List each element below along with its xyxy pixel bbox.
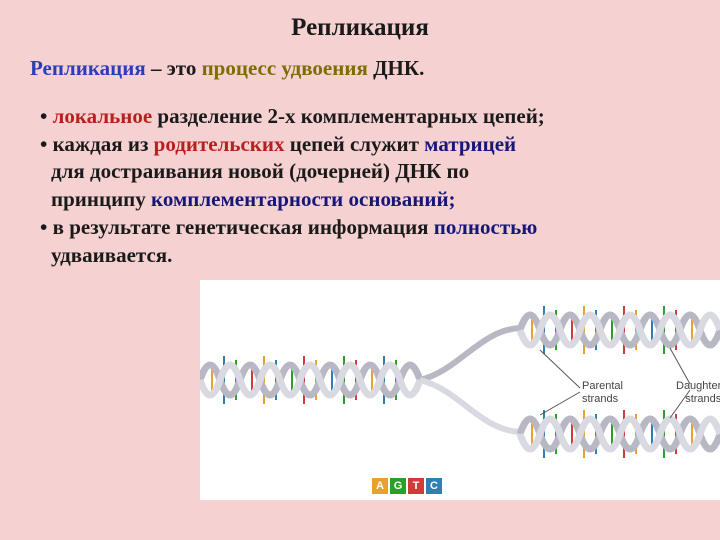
label-parental: Parental strands <box>582 380 623 405</box>
b2-c: цепей служит <box>285 132 425 156</box>
b3-b: полностью <box>434 215 538 239</box>
b1-b: разделение 2-х комплементарных цепей; <box>157 104 544 128</box>
label-parental-2: strands <box>582 393 618 405</box>
b2-l3b: комплементарности оснований; <box>151 187 456 211</box>
b1-a: локальное <box>53 104 158 128</box>
b2-l3a: принципу <box>51 187 151 211</box>
bullet-3-line2: удваивается. <box>30 242 690 270</box>
slide: Репликация Репликация – это процесс удво… <box>0 0 720 540</box>
label-daughter-2: strands <box>685 393 720 405</box>
legend-c: C <box>426 478 442 494</box>
label-parental-1: Parental <box>582 380 623 392</box>
b2-a: каждая из <box>53 132 154 156</box>
bullet-1: • локальное разделение 2-х комплементарн… <box>30 103 690 131</box>
legend-g: G <box>390 478 406 494</box>
bullet-2: • каждая из родительских цепей служит ма… <box>30 131 690 159</box>
bullet-3: • в результате генетическая информация п… <box>30 214 690 242</box>
definition-hl: процесс удвоения <box>196 56 373 80</box>
definition-rest-b: ДНК. <box>373 56 424 80</box>
definition-term: Репликация <box>30 56 146 80</box>
b2-b: родительских <box>154 132 285 156</box>
dna-helix-svg <box>200 280 720 500</box>
definition-line: Репликация – это процесс удвоения ДНК. <box>30 56 690 81</box>
label-daughter-1: Daughter <box>676 380 720 392</box>
page-title: Репликация <box>30 14 690 42</box>
definition-dash: – <box>146 56 167 80</box>
legend-t: T <box>408 478 424 494</box>
legend-a: A <box>372 478 388 494</box>
definition-rest-a: это <box>167 56 197 80</box>
dna-figure: Parental strands Daughter strands A G T … <box>200 280 720 500</box>
bullet-list: • локальное разделение 2-х комплементарн… <box>30 103 690 269</box>
label-daughter: Daughter strands <box>676 380 720 405</box>
base-legend: A G T C <box>372 478 442 494</box>
b2-d: матрицей <box>424 132 516 156</box>
bullet-2-line3: принципу комплементарности оснований; <box>30 186 690 214</box>
bullet-2-line2: для достраивания новой (дочерней) ДНК по <box>30 158 690 186</box>
b3-a: в результате генетическая информация <box>53 215 434 239</box>
